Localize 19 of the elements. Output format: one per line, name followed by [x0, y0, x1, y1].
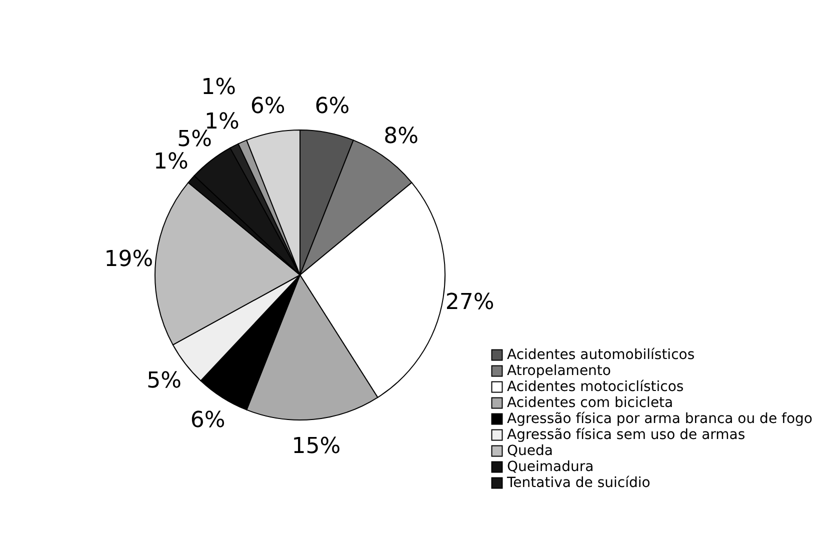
- data-label: 5%: [146, 368, 182, 394]
- data-label: 1%: [201, 74, 236, 100]
- legend-label: Acidentes automobilísticos: [507, 347, 695, 363]
- legend-label: Tentativa de suicídio: [506, 475, 650, 491]
- data-label: 27%: [445, 290, 494, 315]
- legend-label: Agressão física sem uso de armas: [507, 427, 746, 443]
- legend-label: Queimadura: [507, 459, 594, 475]
- data-label: 15%: [292, 434, 341, 460]
- data-label: 19%: [104, 246, 154, 272]
- legend-label: Agressão física por arma branca ou de fogo: [507, 411, 812, 427]
- data-label: 6%: [314, 94, 350, 120]
- legend-label: Atropelamento: [507, 363, 611, 379]
- data-label: 1%: [154, 149, 188, 174]
- legend-label: Acidentes com bicicleta: [507, 395, 674, 411]
- data-label: 8%: [384, 124, 419, 149]
- data-label: 6%: [250, 94, 286, 120]
- legend-label: Acidentes motociclísticos: [507, 379, 684, 395]
- legend-label: Queda: [507, 443, 553, 459]
- data-label: 6%: [190, 408, 226, 434]
